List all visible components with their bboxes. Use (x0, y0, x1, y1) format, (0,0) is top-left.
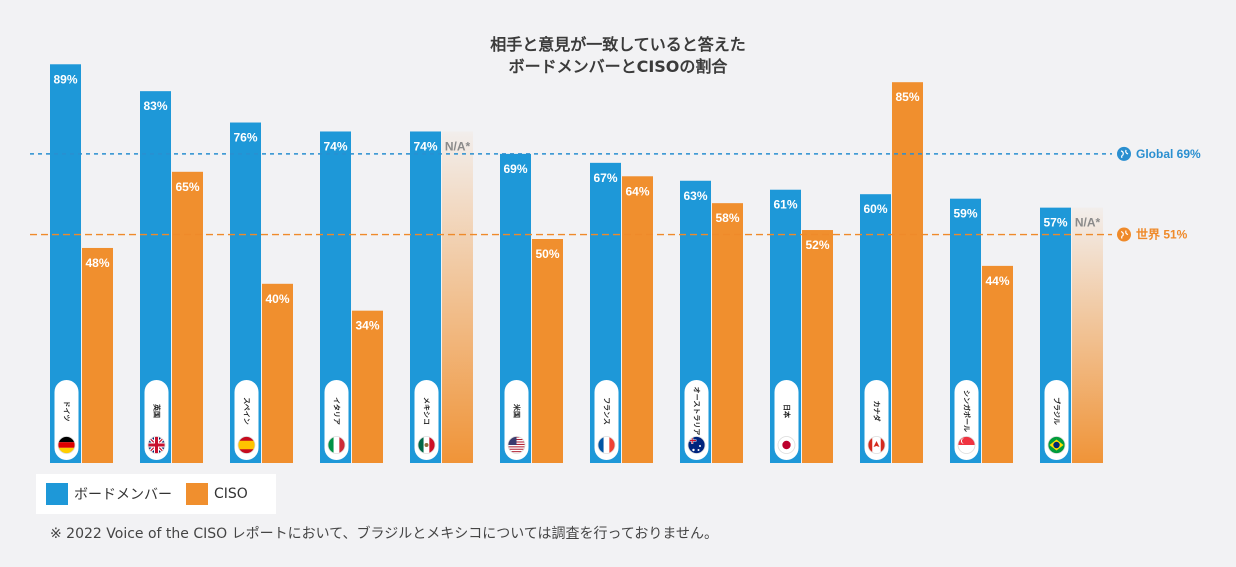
board-value-label: 59% (953, 207, 977, 221)
board-value-label: 60% (863, 202, 887, 216)
country-name: ドイツ (63, 401, 71, 422)
country-name: 米国 (513, 403, 522, 418)
mexico-flag-icon (418, 436, 435, 454)
ciso-value-label: 48% (85, 256, 109, 270)
board-value-label: 69% (503, 162, 527, 176)
ciso-value-label: 52% (805, 238, 829, 252)
country-name: メキシコ (423, 397, 431, 425)
singapore-flag-icon (958, 436, 975, 454)
canada-flag-icon (868, 436, 885, 454)
country-name: シンガポール (963, 390, 972, 432)
ciso-value-label: 58% (715, 211, 739, 225)
country-group: 61% 52% 日本 (770, 189, 833, 463)
uk-flag-icon (148, 436, 165, 454)
germany-flag-icon (58, 436, 75, 454)
ciso-bar (982, 265, 1013, 463)
ciso-value-label: 85% (895, 90, 919, 104)
chart-title-line1: 相手と意見が一致していると答えた (490, 35, 746, 54)
ciso-value-label: 50% (535, 247, 559, 261)
board-value-label: 63% (683, 189, 707, 203)
ciso-value-label: 44% (985, 274, 1009, 288)
country-group: 67% 64% フランス (590, 162, 653, 463)
country-group: 74% N/A* メキシコ (410, 131, 473, 464)
bar-chart: 89%48%ドイツ83%65%英国76%40%スペイン74%34%イタリア74%… (30, 64, 1201, 464)
ciso-value-label: 64% (625, 184, 649, 198)
reference-label: Global 69% (1136, 147, 1201, 161)
ciso-bar (892, 82, 923, 463)
legend-item-ciso: CISO (186, 483, 248, 505)
ciso-value-label: 65% (175, 180, 199, 194)
board-value-label: 83% (143, 99, 167, 113)
ciso-bar-na (442, 131, 473, 464)
ciso-value-label: 34% (355, 319, 379, 333)
country-group: 76% 40% スペイン (230, 122, 293, 464)
ciso-value-label: 40% (265, 292, 289, 306)
country-name: オーストラリア (693, 387, 701, 436)
global-reference-line: Global 69% (30, 146, 1201, 161)
country-group: 60% 85% カナダ (860, 82, 923, 463)
spain-flag-icon (238, 436, 255, 454)
legend-swatch-board (46, 483, 68, 505)
country-group: 83% 65% 英国 (140, 91, 203, 464)
board-value-label: 74% (323, 139, 347, 153)
country-name: 英国 (153, 403, 162, 418)
legend-item-board: ボードメンバー (46, 483, 172, 505)
country-name: 日本 (783, 404, 792, 418)
board-value-label: 61% (773, 198, 797, 212)
globe-icon (1117, 146, 1131, 161)
ciso-bar (802, 230, 833, 463)
country-name: カナダ (873, 401, 882, 422)
legend-label-board: ボードメンバー (74, 487, 172, 503)
legend-label-ciso: CISO (214, 486, 248, 502)
board-value-label: 76% (233, 131, 257, 145)
board-value-label: 89% (53, 72, 77, 86)
footnote: ※ 2022 Voice of the CISO レポートにおいて、ブラジルとメ… (50, 526, 718, 542)
country-name: ブラジル (1053, 397, 1062, 425)
country-name: スペイン (243, 397, 251, 425)
globe-icon (1117, 227, 1131, 242)
ciso-na-label: N/A* (1075, 216, 1101, 230)
legend: ボードメンバー CISO (36, 474, 276, 514)
australia-flag-icon (688, 436, 705, 454)
france-flag-icon (598, 436, 615, 454)
country-group: 89% 48% ドイツ (50, 64, 113, 463)
board-value-label: 67% (593, 171, 617, 185)
country-group: 59% 44% シンガポール (950, 198, 1013, 463)
ciso-bar (262, 283, 293, 463)
reference-label: 世界 51% (1136, 227, 1188, 242)
board-value-label: 57% (1043, 216, 1067, 230)
brazil-flag-icon (1048, 436, 1065, 454)
japan-flag-icon (778, 436, 795, 454)
country-group: 74% 34% イタリア (320, 131, 383, 464)
ciso-na-label: N/A* (445, 139, 471, 153)
country-group: 57% N/A* ブラジル (1040, 207, 1103, 463)
italy-flag-icon (328, 436, 345, 454)
legend-swatch-ciso (186, 483, 208, 505)
usa-flag-icon (508, 436, 525, 454)
ciso-bar (352, 310, 383, 463)
country-group: 69% 50% 米国 (500, 153, 563, 463)
country-name: フランス (603, 397, 611, 425)
ciso-bar (532, 239, 563, 463)
ciso-bar-na (1072, 207, 1103, 463)
ciso-bar (172, 171, 203, 464)
country-group: 63% 58% オーストラリア (680, 180, 743, 463)
country-name: イタリア (333, 397, 342, 425)
ciso-bar (82, 247, 113, 463)
board-value-label: 74% (413, 139, 437, 153)
chart-title-line2: ボードメンバーとCISOの割合 (508, 57, 728, 76)
ciso-bar (622, 176, 653, 463)
chart-title: 相手と意見が一致していると答えた ボードメンバーとCISOの割合 (0, 34, 1236, 78)
world-reference-line: 世界 51% (30, 227, 1188, 242)
ciso-bar (712, 203, 743, 463)
